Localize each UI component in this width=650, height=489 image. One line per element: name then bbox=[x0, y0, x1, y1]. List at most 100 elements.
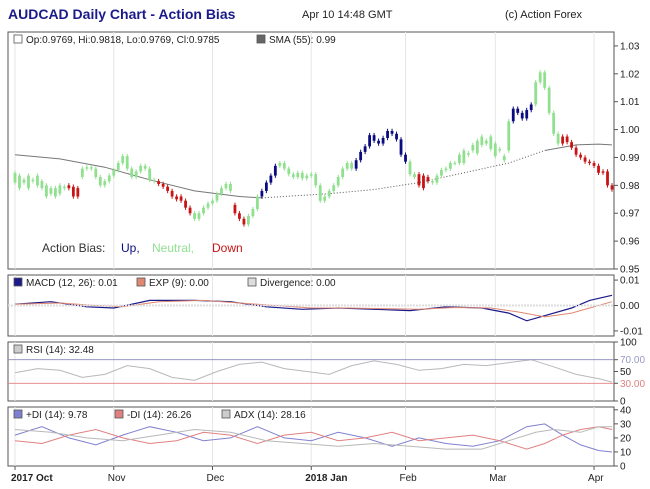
action-bias-down: Down bbox=[212, 241, 243, 255]
rsi-y-tick-label: 30.00 bbox=[620, 379, 645, 390]
candle-body bbox=[282, 163, 286, 169]
candle-body bbox=[462, 150, 466, 164]
candle-body bbox=[466, 153, 470, 155]
candle-body bbox=[516, 108, 520, 113]
candle-body bbox=[98, 176, 102, 186]
candle-body bbox=[435, 175, 439, 183]
action-bias-up: Up, bbox=[121, 241, 140, 255]
candle-body bbox=[583, 157, 587, 162]
candle-body bbox=[116, 163, 120, 171]
candle-body bbox=[579, 154, 582, 158]
candle-body bbox=[67, 185, 71, 189]
candle-body bbox=[556, 133, 560, 144]
action-bias-neutral: Neutral, bbox=[152, 241, 194, 255]
candle-body bbox=[273, 165, 277, 176]
dmi-y-tick-label: 20 bbox=[620, 433, 632, 444]
candle-body bbox=[31, 179, 35, 182]
copyright: (c) Action Forex bbox=[505, 9, 583, 21]
candle-body bbox=[62, 186, 66, 189]
candle-body bbox=[139, 165, 143, 172]
rsi-legend-text: RSI (14): 32.48 bbox=[26, 345, 94, 356]
macd-legend-text: EXP (9): 0.00 bbox=[149, 278, 209, 289]
candle-body bbox=[592, 163, 596, 166]
candle-body bbox=[484, 140, 488, 144]
candle-body bbox=[475, 140, 479, 154]
price-y-tick-label: 0.95 bbox=[620, 265, 640, 276]
legend-swatch bbox=[221, 409, 231, 419]
x-tick-label: Dec bbox=[207, 473, 225, 484]
x-tick-label: 2017 Oct bbox=[11, 473, 53, 484]
candle-body bbox=[453, 163, 457, 165]
candle-body bbox=[570, 142, 574, 148]
candle-body bbox=[22, 179, 26, 183]
dmi-series-line bbox=[14, 423, 613, 453]
candle-body bbox=[255, 196, 259, 210]
candle-body bbox=[53, 188, 57, 197]
sma-line-dotted bbox=[261, 150, 545, 199]
candle-body bbox=[305, 175, 309, 179]
candle-body bbox=[161, 183, 165, 187]
candle-body bbox=[130, 168, 134, 177]
chart-panels: 2017 Oct Nov Dec 2018 Jan Feb Mar Apr 1.03 1.02 1… bbox=[7, 31, 645, 484]
candle-body bbox=[332, 185, 336, 191]
candle-body bbox=[170, 190, 174, 197]
candle-body bbox=[291, 174, 295, 177]
macd-y-tick-label: 0.01 bbox=[620, 276, 640, 287]
candle-body bbox=[36, 175, 39, 186]
rsi-y-tick-label: 50 bbox=[620, 367, 632, 378]
candle-body bbox=[431, 181, 434, 183]
candle-body bbox=[179, 196, 183, 201]
candle-body bbox=[166, 186, 170, 191]
legend-swatch bbox=[136, 277, 146, 287]
timestamp: Apr 10 14:48 GMT bbox=[302, 9, 393, 21]
action-bias-label: Action Bias: bbox=[42, 241, 105, 255]
candle-body bbox=[152, 179, 156, 182]
candle-body bbox=[238, 213, 241, 219]
candle-body bbox=[71, 186, 75, 197]
candle-body bbox=[134, 171, 138, 177]
candle-body bbox=[399, 139, 403, 155]
candle-body bbox=[444, 168, 448, 171]
candle-body bbox=[534, 82, 538, 105]
macd-legend-text: MACD (12, 26): 0.01 bbox=[26, 278, 118, 289]
candle-body bbox=[157, 181, 161, 184]
candle-body bbox=[511, 108, 515, 122]
macd-y-tick-label: -0.01 bbox=[620, 326, 643, 337]
candle-body bbox=[372, 135, 376, 141]
candle-body bbox=[449, 163, 452, 169]
candle-body bbox=[269, 175, 273, 183]
candle-body bbox=[350, 163, 354, 169]
candle-body bbox=[215, 193, 219, 201]
candle-body bbox=[502, 156, 506, 161]
legend-swatch bbox=[13, 34, 23, 44]
x-tick-label: Mar bbox=[489, 473, 507, 484]
candle-body bbox=[561, 136, 565, 144]
candle-body bbox=[188, 207, 192, 214]
candle-body bbox=[386, 130, 389, 138]
candle-body bbox=[471, 144, 475, 151]
candle-body bbox=[40, 181, 44, 189]
legend-swatch bbox=[256, 34, 266, 44]
legend-swatch bbox=[13, 409, 23, 419]
x-tick-label: 2018 Jan bbox=[305, 473, 347, 484]
legend-swatch bbox=[114, 409, 124, 419]
macd-legend-text: Divergence: 0.00 bbox=[260, 278, 336, 289]
candle-body bbox=[426, 176, 430, 182]
dmi-y-tick-label: 0 bbox=[620, 462, 626, 473]
candle-body bbox=[278, 163, 282, 166]
rsi-series-line bbox=[14, 359, 613, 383]
candle-body bbox=[520, 112, 524, 119]
candle-body bbox=[327, 190, 331, 197]
candle-body bbox=[247, 216, 250, 225]
candle-body bbox=[287, 168, 291, 175]
candle-body bbox=[601, 171, 605, 173]
candle-body bbox=[202, 207, 205, 214]
candle-body bbox=[363, 146, 367, 152]
candle-body bbox=[538, 72, 542, 83]
candle-body bbox=[85, 167, 89, 169]
price-y-tick-label: 1.03 bbox=[620, 41, 640, 52]
legend-swatch bbox=[247, 277, 257, 287]
candle-body bbox=[480, 136, 484, 145]
dmi-series-line bbox=[14, 426, 612, 450]
price-legend-text: SMA (55): 0.99 bbox=[269, 35, 336, 46]
